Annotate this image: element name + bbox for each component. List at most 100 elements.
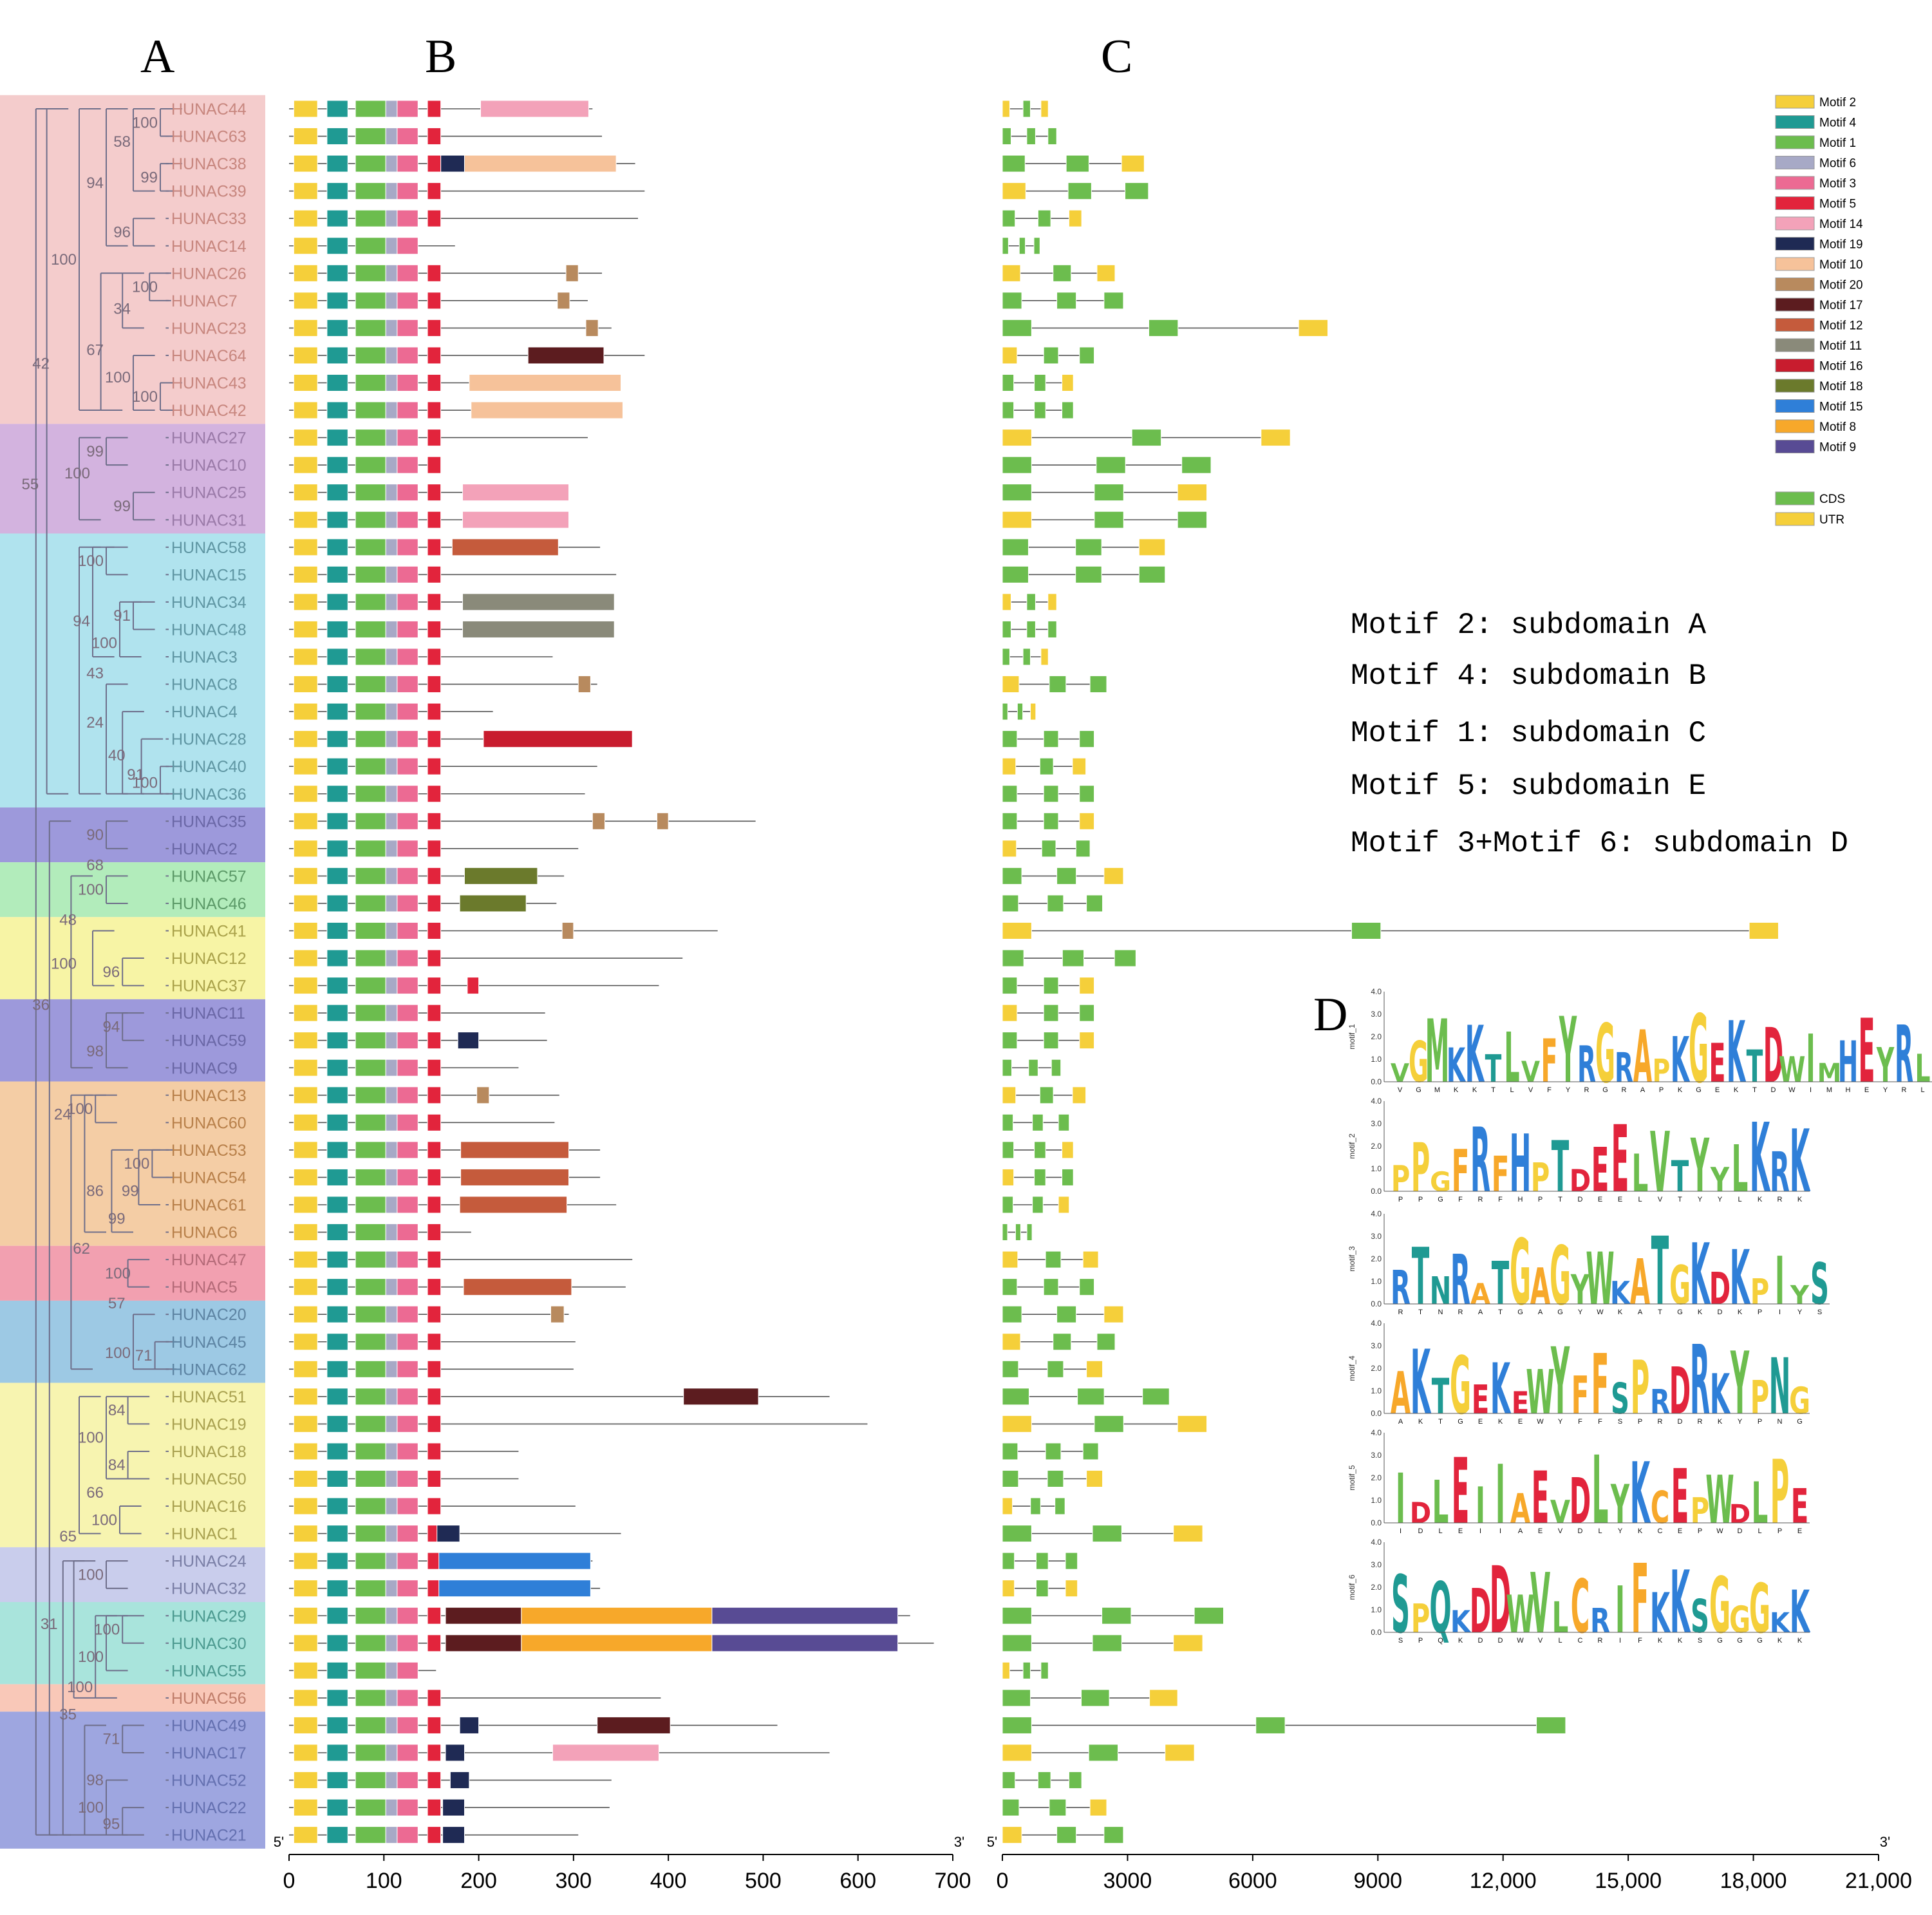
motif-box — [397, 922, 418, 939]
motif-box — [451, 538, 559, 556]
logo-consensus-letter: F — [1638, 1637, 1642, 1645]
logo-letter: P — [1631, 1346, 1650, 1431]
logo-tick: 2.0 — [1371, 1364, 1382, 1373]
motif-box — [326, 757, 348, 775]
cds-box — [1142, 1388, 1170, 1406]
logo-letter: V — [1391, 1059, 1409, 1088]
motif-box — [326, 401, 348, 419]
motif-box — [355, 1442, 386, 1460]
motif-box — [385, 1661, 398, 1679]
motif-box — [385, 1442, 398, 1460]
motif-box — [459, 1196, 568, 1214]
gene-label: HUNAC5 — [171, 1279, 238, 1297]
motif-box — [385, 1415, 398, 1433]
motif-box — [462, 620, 615, 638]
motif-box — [355, 1388, 386, 1406]
logo-consensus-letter: G — [1797, 1418, 1803, 1426]
cds-box — [1032, 1196, 1044, 1214]
cds-box — [1194, 1607, 1224, 1625]
motif-box — [326, 1113, 348, 1131]
gene-label: HUNAC21 — [171, 1827, 247, 1845]
gene-label: HUNAC38 — [171, 155, 247, 173]
motif-box — [427, 1305, 442, 1323]
motif-box — [427, 620, 442, 638]
logo-letter: I — [1396, 1460, 1405, 1540]
motif-box — [326, 1360, 348, 1378]
utr-box — [1103, 867, 1124, 885]
motif-box — [385, 456, 398, 474]
bootstrap-value: 100 — [78, 882, 104, 899]
motif-box — [385, 538, 398, 556]
cds-box — [1080, 1689, 1110, 1707]
cds-box — [1536, 1716, 1566, 1734]
logo-letter: G — [1669, 1255, 1691, 1317]
motif-box — [385, 1826, 398, 1844]
logo-consensus-letter: T — [1498, 1308, 1503, 1316]
gene-label: HUNAC33 — [171, 210, 247, 228]
gene-label: HUNAC28 — [171, 731, 247, 749]
logo-tick: 4.0 — [1371, 1097, 1382, 1106]
motif-box — [355, 675, 386, 693]
motif-box — [355, 1168, 386, 1186]
motif-box — [427, 840, 442, 858]
motif-box — [557, 292, 570, 310]
logo-consensus-letter: I — [1619, 1637, 1621, 1645]
logo-letter: L — [1552, 1592, 1569, 1642]
logo-letter: R — [1895, 1010, 1913, 1101]
cds-box — [1045, 1250, 1062, 1269]
cds-box — [1002, 1360, 1019, 1378]
motif-box — [355, 484, 386, 502]
cds-box — [1094, 484, 1124, 502]
motif-box — [355, 1744, 386, 1762]
logo-consensus-letter: Y — [1578, 1308, 1583, 1316]
utr-box — [1089, 1798, 1107, 1816]
logo-consensus-letter: K — [1458, 1637, 1463, 1645]
motif-box — [293, 1360, 318, 1378]
bootstrap-value: 43 — [86, 665, 104, 683]
gene-label: HUNAC44 — [171, 100, 247, 118]
bootstrap-value: 42 — [32, 355, 50, 373]
motif-box — [397, 1305, 418, 1323]
logo-consensus-letter: K — [1698, 1308, 1703, 1316]
bootstrap-value: 71 — [102, 1731, 120, 1748]
motif-box — [355, 703, 386, 721]
logo-letter: V — [1530, 1556, 1550, 1652]
cds-box — [1002, 374, 1015, 391]
gene-label: HUNAC27 — [171, 429, 247, 448]
motif-box — [293, 1689, 318, 1707]
clade-band-8 — [0, 1245, 265, 1301]
gene-label: HUNAC35 — [171, 813, 247, 831]
motif-box — [397, 1826, 418, 1844]
legend-swatch — [1775, 491, 1815, 505]
logo-letter: R — [1770, 1140, 1790, 1205]
cds-box — [1075, 538, 1102, 556]
motif-box — [427, 785, 442, 803]
bootstrap-value: 100 — [64, 465, 90, 482]
logo-consensus-letter: P — [1777, 1527, 1782, 1535]
legend-swatch — [1775, 440, 1815, 453]
logo-consensus-letter: R — [1598, 1637, 1603, 1645]
cds-box — [1351, 922, 1382, 939]
motif-box — [397, 730, 418, 748]
logo-letter: D — [1570, 1164, 1591, 1199]
gene-label: HUNAC12 — [171, 950, 247, 968]
logo-letter: T — [1552, 1127, 1569, 1208]
motif-box — [355, 565, 386, 583]
cds-box — [1043, 977, 1059, 995]
motif-box — [355, 1771, 386, 1789]
motif-box — [385, 1497, 398, 1515]
motif-box — [476, 1086, 490, 1104]
legend-label: Motif 11 — [1819, 339, 1862, 353]
cds-box — [1041, 840, 1056, 858]
motif-box — [355, 1141, 386, 1159]
logo-consensus-letter: K — [1797, 1196, 1803, 1203]
motif-box — [355, 620, 386, 638]
utr-box — [1040, 648, 1049, 666]
motif-box — [293, 374, 318, 391]
logo-tick: 1.0 — [1371, 1164, 1382, 1173]
logo-letter: S — [1611, 1373, 1629, 1423]
motif-box — [427, 1771, 442, 1789]
utr-box — [1138, 538, 1166, 556]
